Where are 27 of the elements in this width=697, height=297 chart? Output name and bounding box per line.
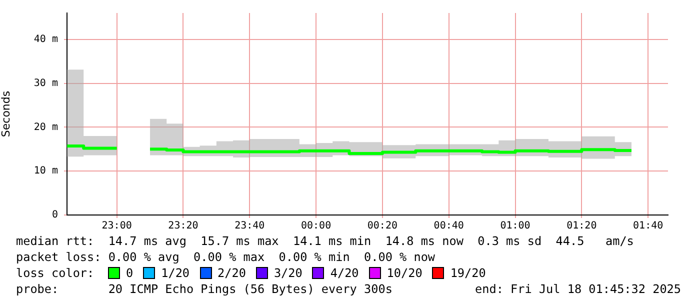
x-tick-label: 01:40 xyxy=(633,220,664,232)
y-tick-label: 20 m xyxy=(34,122,58,133)
y-tick-label: 30 m xyxy=(34,78,58,89)
y-tick-label: 10 m xyxy=(34,166,58,177)
legend-label: 10/20 xyxy=(386,265,422,281)
legend-label: 4/20 xyxy=(330,265,359,281)
text: packet loss: 0.00 % avg 0.00 % max 0.00 % min 0.00 % now xyxy=(15,249,436,265)
legend-label: 19/20 xyxy=(450,265,486,281)
x-tick-label: 23:00 xyxy=(102,220,132,232)
legend-label: 3/20 xyxy=(274,265,302,281)
legend-label: 0 xyxy=(126,265,134,281)
x-tick-label: 23:40 xyxy=(234,220,265,232)
x-tick-label: 00:00 xyxy=(300,220,332,232)
text: probe: 20 ICMP Echo Pings (56 Bytes) every 300s xyxy=(16,281,392,297)
y-axis-title: Seconds xyxy=(0,90,12,138)
x-tick-label: 23:20 xyxy=(168,220,198,232)
legend-label: 2/20 xyxy=(218,265,246,281)
text: loss color: xyxy=(16,265,96,281)
x-tick-label: 01:20 xyxy=(566,220,597,232)
x-tick-label: 00:40 xyxy=(434,220,464,232)
x-tick-label: 01:00 xyxy=(500,220,530,232)
legend-label: 1/20 xyxy=(161,265,190,281)
y-tick-label: 0 xyxy=(52,210,58,221)
text: median rtt: 14.7 ms avg 15.7 ms max 14.1 ms min 14.8 ms now 0.3 ms sd 44.5 am/s xyxy=(15,233,635,249)
x-tick-label: 00:20 xyxy=(367,220,398,232)
y-tick-label: 40 m xyxy=(34,34,58,45)
text: end: Fri Jul 18 01:45:32 2025 xyxy=(475,281,681,297)
